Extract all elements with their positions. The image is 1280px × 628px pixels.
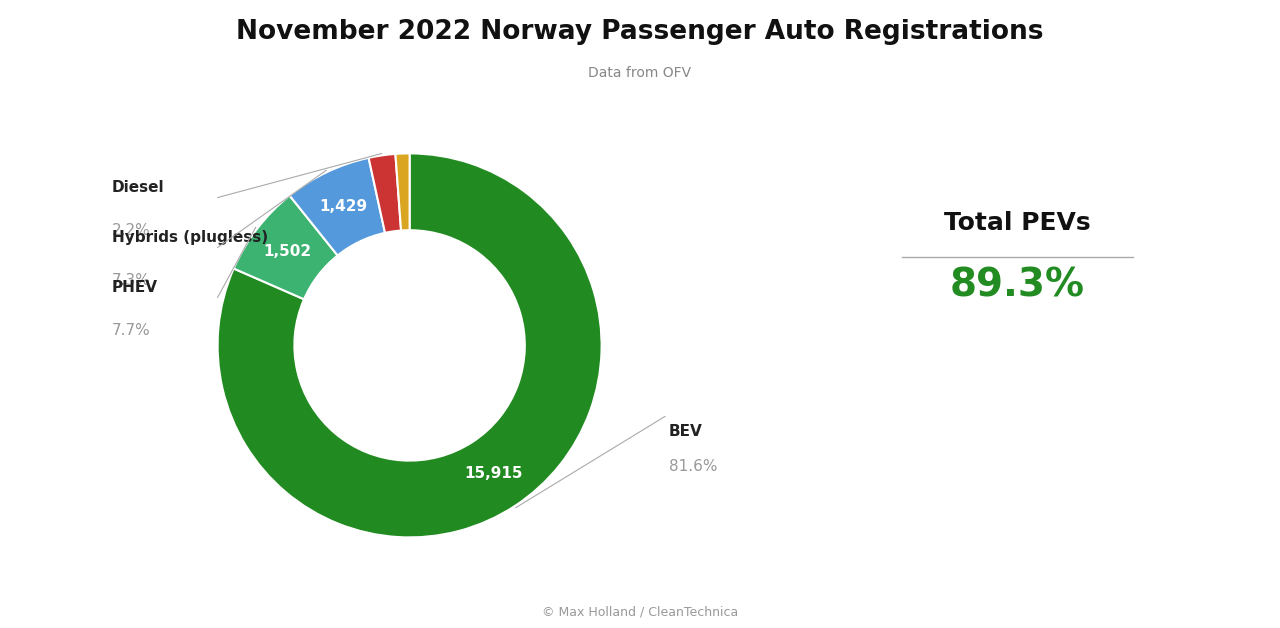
Wedge shape bbox=[234, 195, 338, 300]
Text: 2.2%: 2.2% bbox=[113, 223, 151, 238]
Text: BEV: BEV bbox=[669, 425, 703, 440]
Text: Hybrids (plugless): Hybrids (plugless) bbox=[113, 230, 268, 246]
Wedge shape bbox=[218, 153, 602, 538]
Text: Total PEVs: Total PEVs bbox=[945, 211, 1091, 235]
Text: 1,502: 1,502 bbox=[264, 244, 312, 259]
Text: 89.3%: 89.3% bbox=[950, 267, 1085, 305]
Text: 7.3%: 7.3% bbox=[113, 273, 151, 288]
Text: 7.7%: 7.7% bbox=[113, 323, 151, 337]
Text: 1,429: 1,429 bbox=[320, 199, 367, 214]
Wedge shape bbox=[289, 158, 385, 256]
Text: © Max Holland / CleanTechnica: © Max Holland / CleanTechnica bbox=[541, 605, 739, 619]
Text: 15,915: 15,915 bbox=[465, 467, 524, 482]
Text: PHEV: PHEV bbox=[113, 280, 157, 295]
Text: November 2022 Norway Passenger Auto Registrations: November 2022 Norway Passenger Auto Regi… bbox=[237, 19, 1043, 45]
Text: Diesel: Diesel bbox=[113, 180, 165, 195]
Wedge shape bbox=[369, 154, 401, 233]
Wedge shape bbox=[396, 153, 410, 230]
Text: 81.6%: 81.6% bbox=[669, 459, 717, 474]
Text: Data from OFV: Data from OFV bbox=[589, 66, 691, 80]
